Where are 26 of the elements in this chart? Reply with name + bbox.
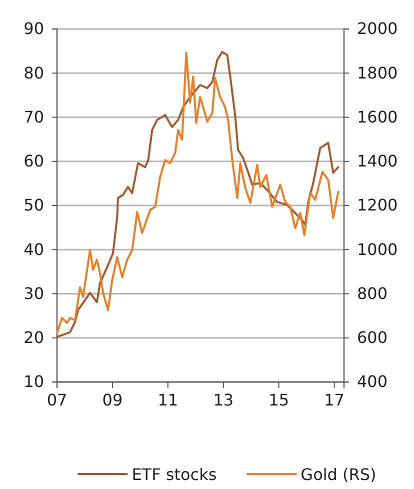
y-tick-label: 90 xyxy=(24,19,44,38)
y-tick-label: 30 xyxy=(24,284,44,303)
y-tick-label: 70 xyxy=(24,107,44,126)
y2-tick-label: 600 xyxy=(357,328,388,347)
y2-tick-label: 400 xyxy=(357,372,388,392)
y2-tick-label: 1000 xyxy=(357,240,398,259)
y2-tick-label: 2000 xyxy=(357,19,398,38)
x-tick-label: 17 xyxy=(324,390,344,410)
legend-label: ETF stocks xyxy=(132,465,217,484)
x-tick-label: 11 xyxy=(158,390,178,410)
x-tick-label: 07 xyxy=(46,390,68,410)
x-tick-label: 15 xyxy=(268,390,290,410)
x-tick-label: 13 xyxy=(213,390,234,410)
y2-tick-label: 1600 xyxy=(357,107,398,126)
x-tick-label: 09 xyxy=(102,390,123,410)
y-tick-label: 20 xyxy=(24,328,44,347)
y2-tick-label: 1400 xyxy=(357,151,398,170)
y-tick-label: 40 xyxy=(24,240,44,259)
y-tick-label: 60 xyxy=(24,151,44,170)
y2-tick-label: 1200 xyxy=(357,196,398,215)
y2-tick-label: 1800 xyxy=(357,63,398,82)
y2-tick-label: 800 xyxy=(357,284,388,303)
y-tick-label: 80 xyxy=(24,63,44,82)
y-tick-label: 50 xyxy=(24,196,44,215)
y-tick-label: 10 xyxy=(24,372,44,392)
legend-label: Gold (RS) xyxy=(300,465,376,484)
